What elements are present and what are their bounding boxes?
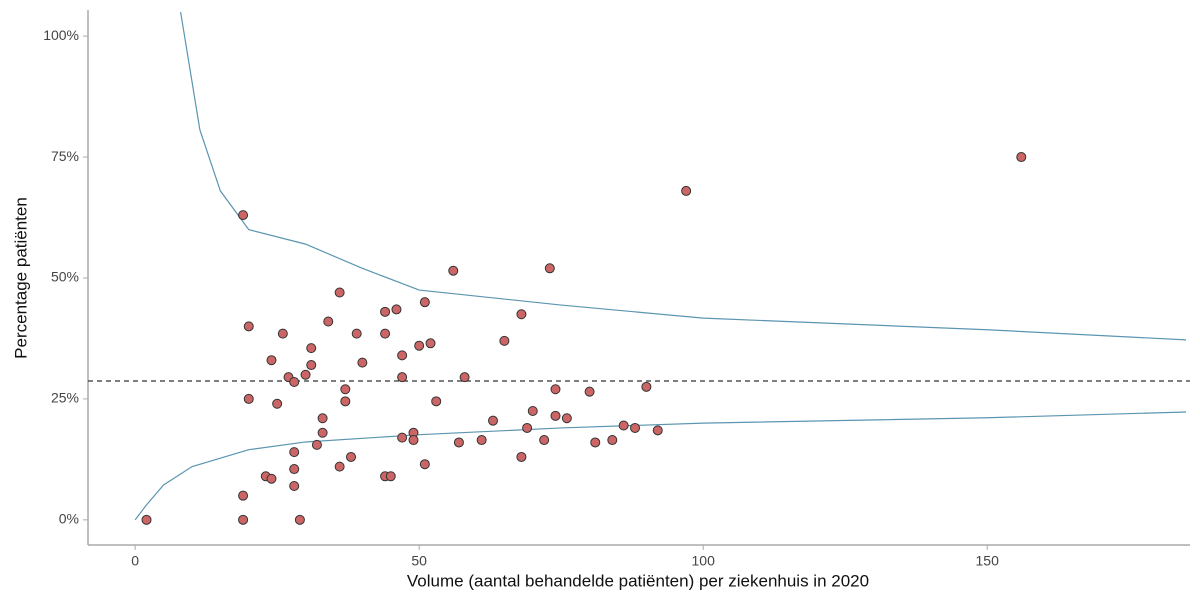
point: [300, 369, 311, 380]
point: [522, 422, 533, 433]
point: [334, 287, 345, 298]
y-tick-label: 0%: [59, 511, 79, 527]
point: [681, 185, 692, 196]
point: [385, 471, 396, 482]
point: [340, 396, 351, 407]
point: [414, 340, 425, 351]
x-axis-label: Volume (aantal behandelde patiënten) per…: [407, 571, 869, 590]
point: [476, 435, 487, 446]
point: [266, 473, 277, 484]
point: [272, 398, 283, 409]
point: [380, 328, 391, 339]
point: [317, 413, 328, 424]
point: [550, 410, 561, 421]
point: [238, 490, 249, 501]
control-limit: [179, 11, 1187, 341]
point: [351, 328, 362, 339]
point: [289, 447, 300, 458]
point: [527, 406, 538, 417]
point: [397, 372, 408, 383]
point: [453, 437, 464, 448]
y-tick-label: 50%: [51, 269, 79, 285]
point: [380, 306, 391, 317]
point: [561, 413, 572, 424]
point: [243, 393, 254, 404]
point: [516, 451, 527, 462]
point: [607, 435, 618, 446]
point: [243, 321, 254, 332]
point: [539, 435, 550, 446]
x-tick-label: 150: [976, 553, 1000, 569]
point: [544, 263, 555, 274]
point: [425, 338, 436, 349]
point: [550, 384, 561, 395]
point: [141, 514, 152, 525]
y-tick-label: 25%: [51, 390, 79, 406]
point: [306, 360, 317, 371]
point: [499, 335, 510, 346]
point: [641, 381, 652, 392]
y-tick-label: 100%: [43, 27, 79, 43]
y-axis-label: Percentage patiënten: [11, 197, 30, 359]
point: [408, 435, 419, 446]
point: [238, 514, 249, 525]
point: [391, 304, 402, 315]
point: [419, 459, 430, 470]
point: [277, 328, 288, 339]
point: [630, 422, 641, 433]
x-tick-label: 100: [692, 553, 716, 569]
y-tick-label: 75%: [51, 148, 79, 164]
point: [289, 376, 300, 387]
x-tick-label: 50: [411, 553, 427, 569]
control-limit: [134, 411, 1187, 521]
point: [346, 451, 357, 462]
point: [448, 265, 459, 276]
point: [334, 461, 345, 472]
point: [323, 316, 334, 327]
point: [357, 357, 368, 368]
point: [317, 427, 328, 438]
point: [488, 415, 499, 426]
point: [340, 384, 351, 395]
point: [266, 355, 277, 366]
point: [618, 420, 629, 431]
point: [238, 210, 249, 221]
point: [652, 425, 663, 436]
point: [311, 439, 322, 450]
point: [419, 297, 430, 308]
point: [431, 396, 442, 407]
point: [289, 464, 300, 475]
point: [516, 309, 527, 320]
point: [1016, 152, 1027, 163]
point: [584, 386, 595, 397]
point: [459, 372, 470, 383]
point: [397, 432, 408, 443]
point: [289, 480, 300, 491]
point: [294, 514, 305, 525]
point: [306, 343, 317, 354]
x-tick-label: 0: [131, 553, 139, 569]
point: [590, 437, 601, 448]
point: [397, 350, 408, 361]
